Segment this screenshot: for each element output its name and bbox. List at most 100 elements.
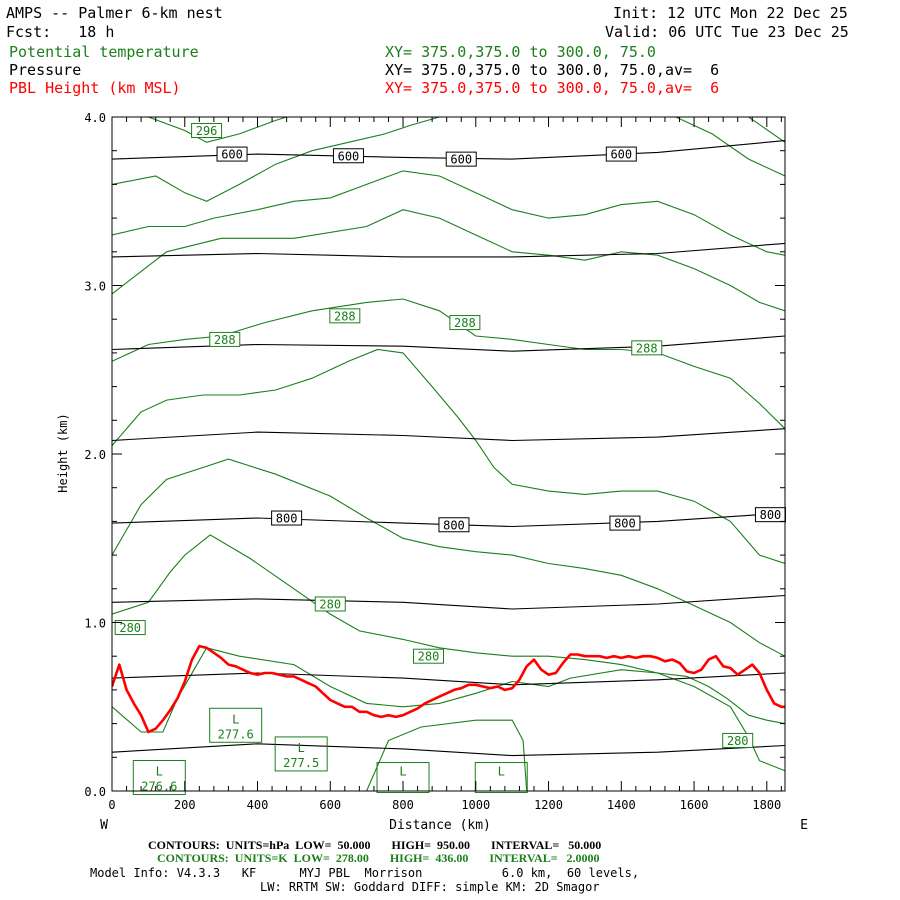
pressure-label-box xyxy=(445,151,477,167)
theta-label-box xyxy=(412,648,444,664)
theta-label-box xyxy=(329,308,361,324)
low-center-box xyxy=(376,762,430,794)
low-center-letter: L xyxy=(156,765,163,779)
y-tick-label: 4.0 xyxy=(84,111,106,125)
pressure-label-box xyxy=(216,146,248,162)
low-center-letter: L xyxy=(298,741,305,755)
field-xy-pressure: XY= 375.0,375.0 to 300.0, 75.0,av= 6 xyxy=(385,61,720,79)
pressure-contour-650 xyxy=(112,242,785,258)
theta-contour-line xyxy=(112,647,785,733)
low-center-box xyxy=(209,707,263,743)
pressure-label: 600 xyxy=(450,153,472,167)
theta-label: 280 xyxy=(119,621,141,635)
field-xy-theta: XY= 375.0,375.0 to 300.0, 75.0 xyxy=(385,43,656,61)
theta-label-box xyxy=(114,620,146,636)
theta-contour-line xyxy=(366,719,528,791)
pressure-contour-info: CONTOURS: UNITS=hPa LOW= 50.000 HIGH= 95… xyxy=(148,838,602,852)
field-name-pbl: PBL Height (km MSL) xyxy=(9,79,181,97)
y-tick-label: 2.0 xyxy=(84,448,106,462)
theta-label-box xyxy=(191,122,223,138)
low-center-letter: L xyxy=(399,765,406,779)
init-time: Init: 12 UTC Mon 22 Dec 25 xyxy=(613,4,848,22)
x-tick-label: 1400 xyxy=(607,798,636,812)
theta-contour-line xyxy=(112,298,785,430)
x-tick-label: 1000 xyxy=(461,798,490,812)
x-tick-label: 400 xyxy=(247,798,269,812)
x-tick-label: 800 xyxy=(392,798,414,812)
theta-label: 288 xyxy=(214,333,236,347)
y-tick-label: 3.0 xyxy=(84,280,106,294)
west-label: W xyxy=(100,818,108,833)
low-center-letter: L xyxy=(498,765,505,779)
x-tick-label: 0 xyxy=(108,798,115,812)
pressure-contour-900 xyxy=(112,672,785,686)
theta-label: 280 xyxy=(319,597,341,611)
theta-contours xyxy=(112,117,785,791)
field-name-pressure: Pressure xyxy=(9,61,82,79)
pressure-label: 600 xyxy=(221,148,243,162)
low-center-value: 276.6 xyxy=(141,780,177,794)
x-tick-label: 600 xyxy=(319,798,341,812)
low-center-letter: L xyxy=(232,712,239,726)
theta-label-box xyxy=(314,596,346,612)
pressure-label-box xyxy=(605,146,637,162)
x-tick-label: 1200 xyxy=(534,798,563,812)
model-info: Model Info: V4.3.3 KF MYJ PBL Morrison 6… xyxy=(90,866,640,880)
theta-label: 288 xyxy=(636,341,658,355)
field-name-theta: Potential temperature xyxy=(9,43,199,61)
contour-labels: 600 600 600 600 800 800 800 800 296 288 288 288 288 2… xyxy=(114,122,786,796)
pressure-label-box xyxy=(271,510,303,526)
pressure-label-box xyxy=(332,148,364,164)
low-center-box xyxy=(474,762,528,794)
theta-contour-line xyxy=(112,534,785,772)
y-axis-title: Height (km) xyxy=(56,413,70,492)
pbl-height-series xyxy=(112,644,785,734)
pressure-label-box xyxy=(609,515,641,531)
pressure-label: 800 xyxy=(443,518,465,532)
x-tick-label: 200 xyxy=(174,798,196,812)
pressure-contour-950 xyxy=(112,743,785,757)
theta-label: 288 xyxy=(334,309,356,323)
theta-contour-line xyxy=(675,117,785,177)
theta-label: 280 xyxy=(418,650,440,664)
theta-label-box xyxy=(209,331,241,347)
physics-info: LW: RRTM SW: Goddard DIFF: simple KM: 2D… xyxy=(260,880,600,894)
pressure-contour-850 xyxy=(112,594,785,610)
theta-label-box xyxy=(631,340,663,356)
y-tick-label: 1.0 xyxy=(84,617,106,631)
pressure-label-box xyxy=(438,517,470,533)
theta-contour-line xyxy=(112,209,785,312)
pressure-label: 800 xyxy=(276,512,298,526)
plot-frame: 0 200 400 600 800 1000 1200 1400 1600 1800 0.0 1.0 2… xyxy=(84,111,786,812)
x-axis-title: Distance (km) xyxy=(389,818,491,833)
theta-contour-line xyxy=(748,117,785,143)
low-center-value: 277.6 xyxy=(218,727,254,741)
pressure-label: 800 xyxy=(614,517,636,531)
low-center-value: 277.5 xyxy=(283,756,319,770)
plot-title: AMPS -- Palmer 6-km nest xyxy=(6,4,223,22)
pressure-label: 600 xyxy=(610,148,632,162)
east-label: E xyxy=(800,818,808,833)
theta-contour-line xyxy=(112,458,785,657)
field-xy-pbl: XY= 375.0,375.0 to 300.0, 75.0,av= 6 xyxy=(385,79,720,97)
pressure-label: 600 xyxy=(338,149,360,163)
pressure-contours xyxy=(112,140,785,757)
theta-label: 296 xyxy=(196,124,218,138)
pressure-label: 800 xyxy=(760,508,782,522)
theta-label: 288 xyxy=(454,316,476,330)
theta-contour-info: CONTOURS: UNITS=K LOW= 278.00 HIGH= 436.… xyxy=(157,851,600,865)
pressure-contour-750 xyxy=(112,428,785,442)
theta-label-box xyxy=(449,315,481,331)
y-tick-label: 0.0 xyxy=(84,785,106,799)
forecast-hour: Fcst: 18 h xyxy=(6,23,115,41)
theta-contour-line xyxy=(112,117,440,202)
theta-label-box xyxy=(722,732,754,748)
theta-contour-line xyxy=(112,348,785,565)
pbl-height-line xyxy=(112,644,785,734)
valid-time: Valid: 06 UTC Tue 23 Dec 25 xyxy=(605,23,849,41)
theta-contour-line xyxy=(148,117,287,143)
low-center-box xyxy=(132,760,186,796)
x-tick-label: 1800 xyxy=(752,798,781,812)
theta-label: 280 xyxy=(727,734,749,748)
